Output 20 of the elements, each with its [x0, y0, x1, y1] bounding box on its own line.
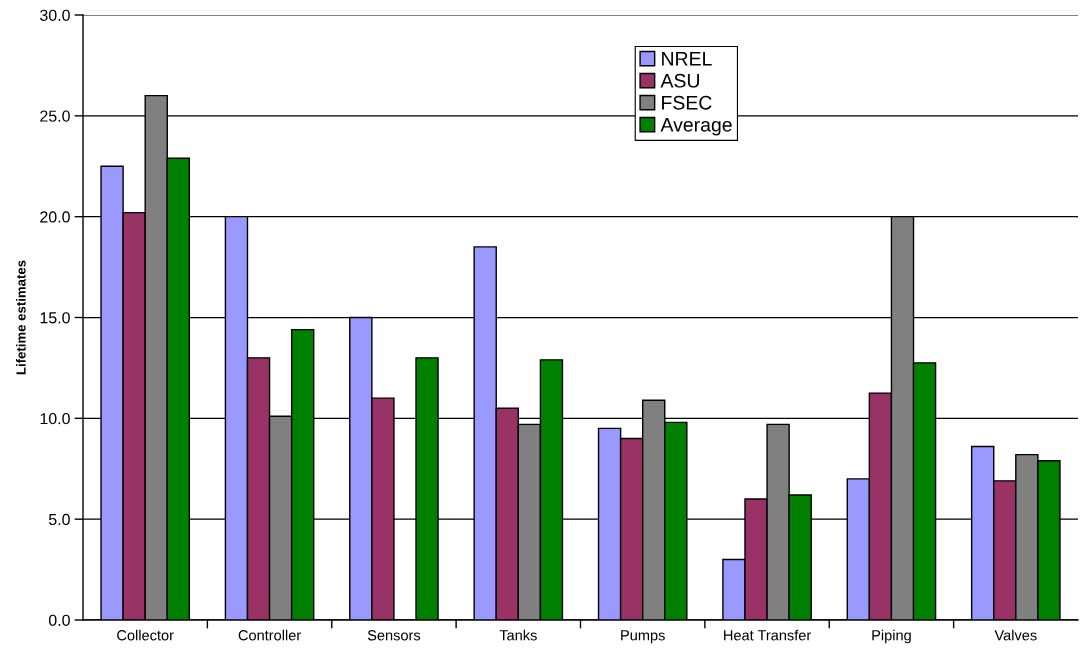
x-tick-label: Heat Transfer — [724, 629, 811, 641]
x-tick-label: Pumps — [621, 630, 665, 644]
legend-label: FSEC — [662, 95, 712, 110]
legend-label: ASU — [660, 73, 699, 88]
x-tick-label: Valves — [994, 629, 1037, 641]
y-tick-label: 20.0 — [40, 211, 70, 223]
y-tick-label: 15.0 — [40, 312, 70, 324]
legend-label: Average — [660, 118, 732, 136]
y-tick-label: 5.0 — [48, 513, 70, 526]
x-tick-label: Collector — [117, 629, 174, 641]
x-tick-label: Tanks — [499, 629, 537, 641]
y-tick-label: 25.0 — [40, 110, 70, 122]
x-tick-label: Sensors — [367, 630, 421, 641]
y-tick-label: 30.0 — [40, 9, 70, 21]
x-tick-label: Piping — [872, 629, 911, 644]
y-tick-label: 10.0 — [40, 412, 70, 425]
x-tick-label: Controller — [238, 629, 301, 641]
legend-label: NREL — [662, 52, 712, 66]
y-axis-title: Lifetime estimates — [16, 260, 26, 375]
y-tick-label: 0.0 — [48, 614, 70, 626]
